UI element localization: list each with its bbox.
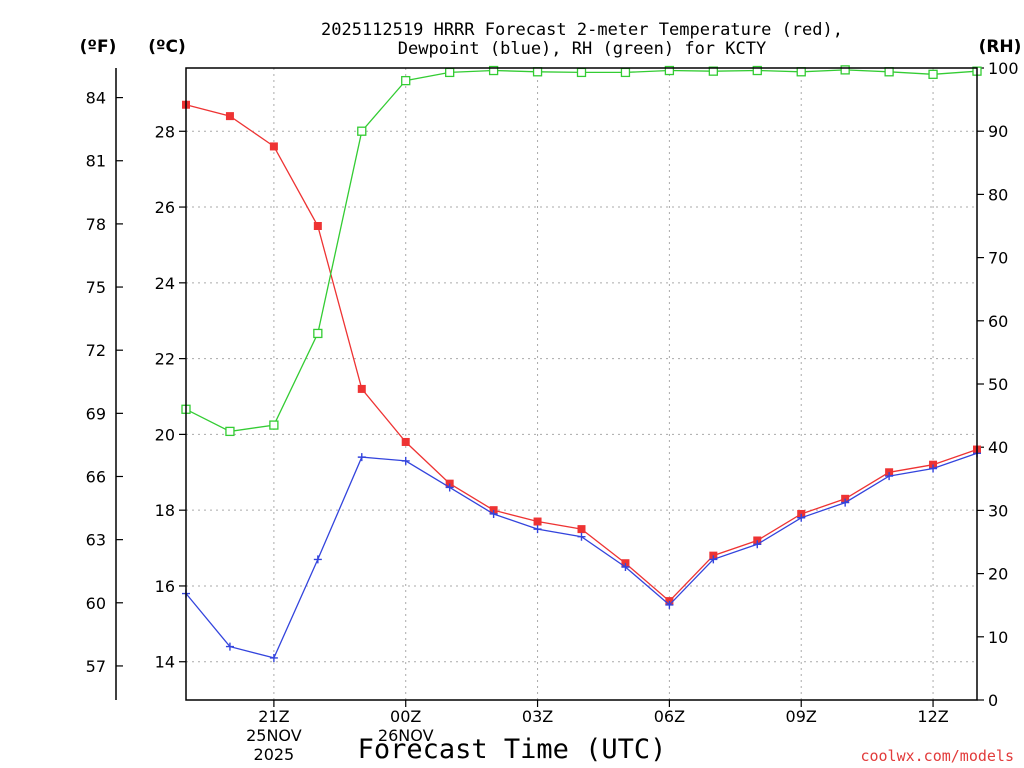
dewpoint-point — [885, 472, 894, 481]
rh-point — [796, 67, 806, 77]
x-tick-label: 21Z — [258, 707, 289, 726]
temperature-point — [225, 112, 234, 121]
dewpoint-point — [533, 525, 542, 534]
rh-tick-label: 100 — [988, 59, 1019, 78]
fahrenheit-tick-label: 57 — [86, 657, 106, 676]
dewpoint-point — [445, 483, 454, 492]
x-tick-label: 2025 — [254, 745, 295, 764]
dewpoint-point — [313, 555, 322, 564]
rh-tick-label: 0 — [988, 691, 998, 710]
celsius-tick-label: 28 — [155, 122, 175, 141]
x-tick-label: 26NOV — [378, 726, 434, 745]
rh-tick-label: 70 — [988, 249, 1008, 268]
x-axis-label: Forecast Time (UTC) — [358, 734, 667, 765]
rh-point — [313, 328, 323, 339]
dewpoint-point — [401, 456, 410, 465]
credit-label: coolwx.com/models — [860, 747, 1014, 765]
fahrenheit-tick-label: 72 — [86, 341, 106, 360]
temperature-point — [269, 142, 278, 151]
rh-tick-label: 60 — [988, 312, 1008, 331]
rh-unit-label: (RH) — [979, 37, 1022, 57]
dewpoint-point — [709, 555, 718, 564]
rh-tick-label: 90 — [988, 122, 1008, 141]
chart-title-line-2: Dewpoint (blue), RH (green) for KCTY — [398, 39, 766, 59]
fahrenheit-tick-label: 84 — [86, 89, 106, 108]
fahrenheit-tick-label: 63 — [86, 531, 106, 550]
rh-point — [269, 420, 279, 430]
x-tick-label: 25NOV — [246, 726, 302, 745]
temperature-point — [577, 525, 586, 534]
x-tick-label: 03Z — [522, 707, 553, 726]
fahrenheit-tick-label: 66 — [86, 467, 106, 486]
x-tick-label: 00Z — [390, 707, 421, 726]
x-tick-label: 12Z — [917, 707, 948, 726]
rh-point — [928, 69, 938, 79]
rh-tick-label: 20 — [988, 565, 1008, 584]
rh-point — [840, 65, 850, 75]
dewpoint-point — [577, 532, 586, 541]
dewpoint-point — [489, 509, 498, 518]
celsius-tick-label: 22 — [155, 350, 175, 369]
x-tick-label: 09Z — [786, 707, 817, 726]
celsius-tick-label: 20 — [155, 425, 175, 444]
temperature-point — [313, 222, 322, 230]
chart-title-line-1: 2025112519 HRRR Forecast 2-meter Tempera… — [321, 20, 843, 40]
celsius-tick-label: 24 — [155, 274, 175, 293]
celsius-tick-label: 26 — [155, 198, 175, 217]
rh-tick-label: 10 — [988, 628, 1008, 647]
rh-point — [225, 426, 235, 437]
rh-tick-label: 80 — [988, 185, 1008, 204]
celsius-unit-label: (ºC) — [148, 37, 186, 57]
axes: 14 16 18 20 22 24 26 28 57 60 63 66 69 72 75 78 81 84 0 10 2… — [86, 59, 1019, 764]
celsius-tick-label: 16 — [155, 577, 175, 596]
rh-tick-label: 40 — [988, 438, 1008, 457]
celsius-tick-label: 14 — [155, 653, 175, 672]
dewpoint-point — [665, 600, 674, 609]
dewpoint-point — [357, 453, 366, 462]
rh-point — [884, 67, 894, 77]
dewpoint-point — [225, 642, 234, 651]
fahrenheit-tick-label: 69 — [86, 404, 106, 423]
plot-frame — [185, 67, 978, 701]
dewpoint-point — [797, 513, 806, 522]
rh-point — [488, 65, 499, 76]
rh-point — [576, 67, 587, 78]
rh-tick-label: 30 — [988, 501, 1008, 520]
rh-point — [620, 67, 631, 78]
rh-point — [708, 66, 718, 76]
dewpoint-point — [753, 540, 762, 549]
dewpoint-point — [929, 464, 938, 473]
fahrenheit-tick-label: 75 — [86, 278, 106, 297]
fahrenheit-tick-label: 60 — [86, 594, 106, 613]
fahrenheit-tick-label: 81 — [86, 152, 106, 171]
fahrenheit-unit-label: (ºF) — [80, 37, 117, 57]
rh-point — [752, 65, 762, 76]
rh-point — [532, 67, 543, 77]
temperature-point — [533, 517, 542, 526]
dewpoint-point — [841, 498, 850, 507]
dewpoint-point — [621, 563, 630, 572]
dewpoint-point — [269, 653, 278, 662]
rh-point — [401, 75, 411, 86]
rh-point — [357, 126, 367, 136]
rh-tick-label: 50 — [988, 375, 1008, 394]
rh-point — [445, 67, 455, 78]
x-tick-label: 06Z — [654, 707, 685, 726]
temperature-point — [401, 437, 410, 446]
fahrenheit-tick-label: 78 — [86, 215, 106, 234]
temperature-point — [357, 384, 366, 393]
celsius-tick-label: 18 — [155, 501, 175, 520]
rh-point — [664, 65, 675, 76]
